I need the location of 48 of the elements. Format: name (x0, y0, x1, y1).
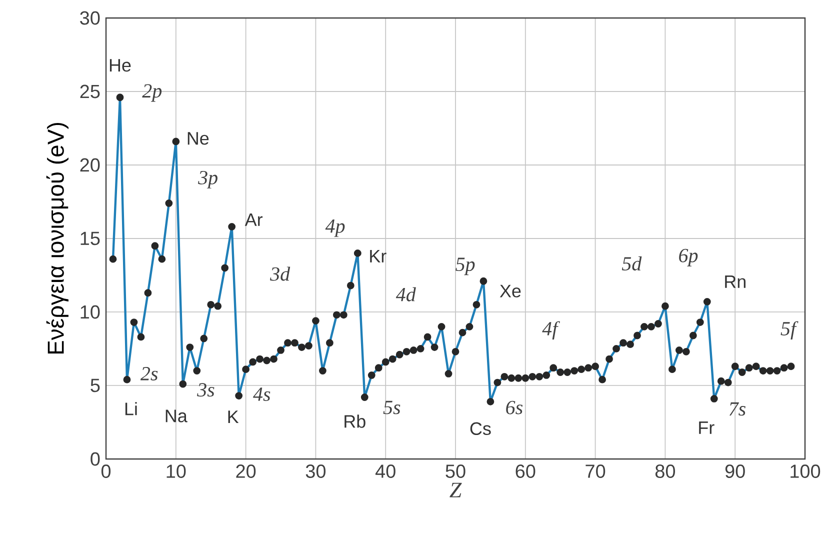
annotation: Na (166, 410, 188, 422)
annotation: 4d (396, 287, 416, 302)
annotation: Xe (500, 284, 521, 298)
annotation: Ar (244, 214, 263, 226)
annotation: 5s (383, 400, 400, 414)
annotation: 4s (253, 388, 270, 401)
annotation: 4f (542, 321, 560, 340)
annotation: Rn (725, 276, 746, 288)
annotation: Li (125, 402, 137, 416)
y-axis-title: Ενέργεια ιονισμού (eV) (46, 122, 68, 354)
x-axis-title: Z (450, 482, 462, 498)
annotation: 4p (325, 219, 345, 237)
x-tick-label: 30 (306, 464, 326, 478)
annotation: 5f (780, 321, 798, 340)
annotation: 2p (142, 84, 162, 102)
annotation: Fr (699, 422, 714, 434)
y-tick-label: 15 (80, 232, 100, 246)
annotation: 2s (140, 367, 158, 380)
y-tick-label: 25 (80, 84, 100, 98)
annotation: Rb (344, 414, 366, 428)
annotation: 3p (198, 170, 218, 188)
x-tick-label: 80 (655, 464, 676, 478)
annotation: 3d (270, 266, 290, 281)
x-tick-label: 70 (586, 464, 606, 478)
y-tick-label: 0 (90, 452, 100, 466)
annotation: Kr (370, 250, 386, 262)
x-tick-label: 10 (166, 464, 186, 478)
x-tick-label: 40 (375, 464, 396, 478)
annotation: Ne (188, 132, 209, 145)
y-tick-label: 10 (80, 305, 100, 319)
annotation: 7s (729, 402, 746, 416)
annotation: Cs (470, 422, 491, 436)
x-tick-label: 90 (725, 464, 745, 478)
y-tick-label: 5 (90, 378, 100, 392)
annotation: 6p (679, 248, 698, 266)
annotation: He (110, 59, 131, 72)
x-tick-label: 60 (516, 464, 536, 478)
x-tick-label: 0 (101, 464, 111, 478)
x-tick-label: 50 (446, 464, 466, 478)
y-tick-label: 20 (80, 158, 100, 172)
annotation: 5p (456, 258, 475, 276)
annotation: K (228, 410, 239, 423)
annotation: 6s (506, 400, 523, 414)
y-tick-label: 30 (80, 11, 100, 25)
x-tick-label: 20 (236, 464, 256, 478)
annotation: 3s (197, 383, 214, 397)
annotation: 5d (622, 256, 642, 271)
x-tick-label: 100 (790, 464, 820, 478)
